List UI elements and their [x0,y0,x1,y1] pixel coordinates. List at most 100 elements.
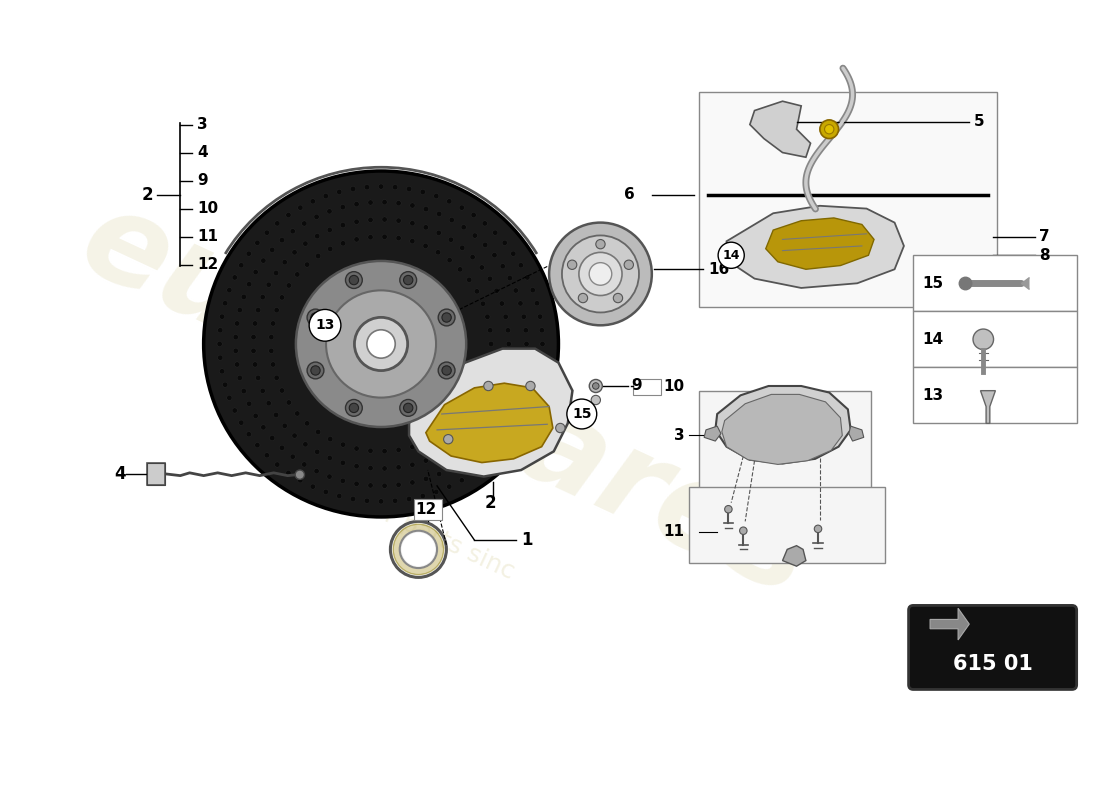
Circle shape [354,219,360,224]
Circle shape [351,186,355,191]
Text: 11: 11 [663,524,684,539]
Circle shape [396,447,402,453]
Circle shape [367,330,395,358]
Circle shape [471,470,476,475]
Circle shape [524,328,528,333]
Circle shape [290,229,295,234]
Circle shape [396,218,402,223]
Circle shape [404,403,412,413]
Text: 1: 1 [521,531,532,549]
Circle shape [271,362,276,367]
Polygon shape [409,349,572,477]
Circle shape [510,432,516,437]
Text: 2: 2 [142,186,153,203]
Circle shape [518,301,524,306]
Circle shape [219,369,224,374]
Circle shape [466,278,472,282]
Circle shape [396,201,402,206]
Circle shape [241,389,246,394]
Circle shape [351,496,355,502]
Circle shape [286,400,292,405]
Circle shape [483,242,487,247]
Circle shape [255,307,261,313]
Circle shape [556,423,565,433]
Circle shape [274,270,278,276]
Circle shape [275,462,279,467]
Circle shape [487,328,493,333]
Circle shape [301,462,307,467]
Circle shape [410,203,415,208]
Circle shape [525,408,530,413]
Circle shape [579,252,621,295]
Circle shape [218,355,223,360]
Circle shape [367,234,373,240]
Circle shape [260,388,265,394]
Circle shape [314,214,319,219]
Circle shape [396,482,402,487]
Circle shape [535,301,540,306]
Circle shape [518,420,524,426]
Text: 10: 10 [663,379,684,394]
Circle shape [410,221,415,226]
Text: 16: 16 [707,262,729,277]
Text: 9: 9 [197,173,208,188]
Circle shape [354,481,360,486]
Circle shape [825,125,834,134]
FancyBboxPatch shape [634,378,661,395]
Circle shape [410,462,415,467]
Circle shape [327,455,332,461]
Text: eurospares: eurospares [63,178,830,622]
Circle shape [382,466,387,471]
Circle shape [271,321,276,326]
Circle shape [305,262,310,267]
Text: 2: 2 [484,494,496,512]
Circle shape [328,246,333,251]
Circle shape [499,301,505,306]
Circle shape [234,362,240,367]
FancyBboxPatch shape [913,255,1077,311]
Circle shape [310,198,316,204]
Circle shape [323,490,329,494]
Circle shape [596,239,605,249]
Circle shape [525,275,530,280]
Circle shape [286,470,292,475]
Circle shape [382,217,387,222]
Circle shape [340,205,345,210]
Circle shape [433,194,439,198]
Circle shape [521,314,527,319]
Circle shape [447,426,452,430]
Text: 7: 7 [1040,229,1049,244]
Circle shape [483,441,487,446]
Circle shape [241,294,246,299]
Circle shape [233,334,239,340]
Circle shape [407,496,411,502]
Circle shape [506,342,512,346]
Circle shape [481,301,485,306]
Circle shape [460,438,465,442]
Circle shape [399,530,437,568]
Circle shape [227,287,232,293]
Circle shape [472,233,477,238]
Circle shape [295,272,300,277]
Circle shape [367,466,373,470]
Circle shape [487,406,493,412]
Circle shape [367,218,373,222]
Circle shape [514,288,518,293]
Circle shape [590,379,603,393]
Circle shape [624,260,634,270]
Circle shape [493,230,498,235]
Circle shape [436,433,441,438]
Circle shape [538,314,542,319]
Polygon shape [782,546,806,566]
Circle shape [526,382,535,390]
Circle shape [309,310,341,341]
Circle shape [410,480,415,485]
Circle shape [367,200,373,205]
Circle shape [290,454,295,459]
Circle shape [327,209,332,214]
Circle shape [407,186,411,191]
Circle shape [253,414,258,418]
Circle shape [345,272,362,289]
FancyBboxPatch shape [913,311,1077,367]
Polygon shape [980,390,996,423]
